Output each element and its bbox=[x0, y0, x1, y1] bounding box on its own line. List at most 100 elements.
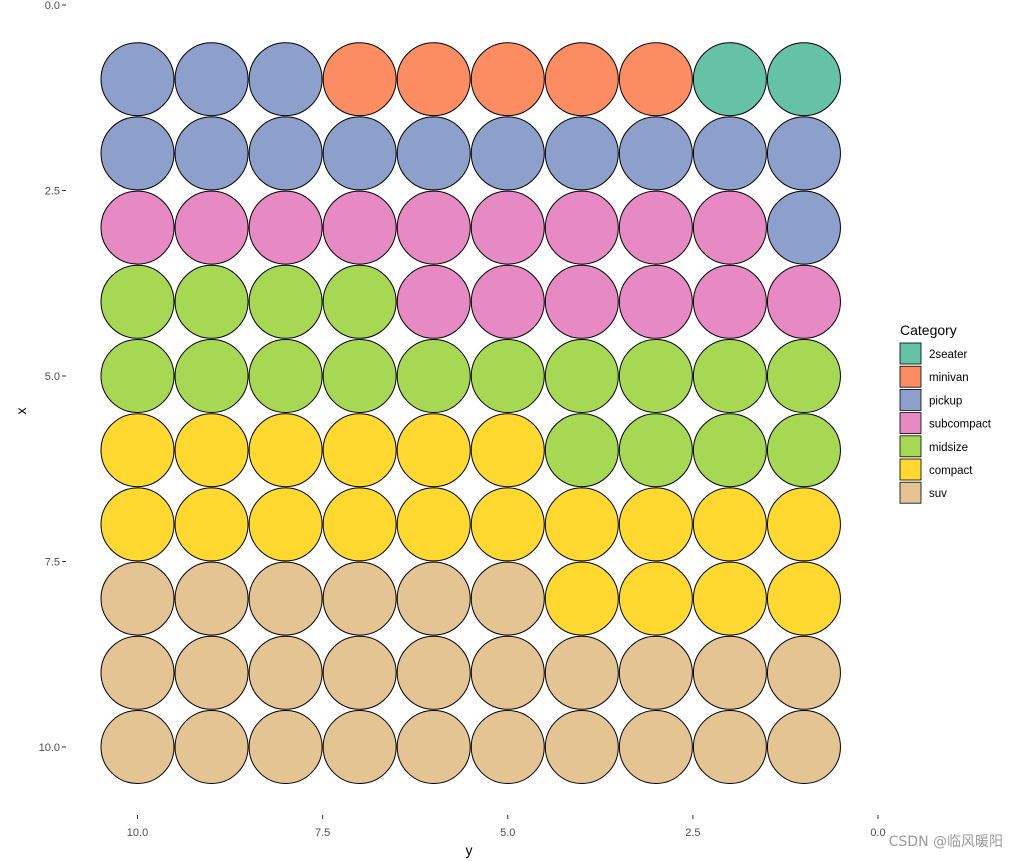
waffle-point-subcompact bbox=[100, 190, 175, 265]
waffle-point-pickup bbox=[766, 116, 841, 191]
waffle-point-subcompact bbox=[396, 190, 471, 265]
waffle-point-suv bbox=[692, 635, 767, 710]
y-tick-label: 10.0 bbox=[39, 742, 60, 754]
legend-swatch bbox=[899, 342, 922, 365]
waffle-point-compact bbox=[396, 487, 471, 562]
legend-label: pickup bbox=[929, 395, 962, 407]
waffle-point-suv bbox=[618, 635, 693, 710]
waffle-point-compact bbox=[248, 487, 323, 562]
x-tick-label: 10.0 bbox=[127, 827, 148, 839]
y-axis-title: x bbox=[13, 408, 29, 415]
waffle-point-midsize bbox=[322, 264, 397, 339]
waffle-point-suv bbox=[544, 635, 619, 710]
waffle-point-midsize bbox=[248, 339, 323, 413]
legend: Category 2seater minivan pickup subcompact m… bbox=[899, 322, 992, 504]
waffle-point-suv bbox=[174, 561, 249, 636]
waffle-point-compact bbox=[174, 487, 249, 562]
waffle-point-compact bbox=[766, 487, 841, 562]
x-tick-label: 0.0 bbox=[870, 827, 885, 839]
waffle-point-compact bbox=[322, 413, 397, 488]
waffle-point-midsize bbox=[100, 264, 175, 339]
waffle-point-compact bbox=[618, 487, 693, 562]
waffle-point-suv bbox=[766, 635, 841, 710]
waffle-point-pickup bbox=[470, 116, 545, 191]
waffle-point-subcompact bbox=[692, 190, 767, 265]
waffle-point-midsize bbox=[618, 413, 693, 488]
waffle-point-suv bbox=[396, 710, 471, 784]
waffle-point-suv bbox=[248, 635, 323, 710]
legend-label: minivan bbox=[929, 372, 969, 384]
waffle-point-subcompact bbox=[544, 190, 619, 265]
legend-label: midsize bbox=[929, 442, 968, 454]
waffle-point-minivan bbox=[618, 42, 693, 117]
legend-label: compact bbox=[929, 465, 973, 477]
waffle-point-suv bbox=[544, 710, 619, 784]
waffle-point-suv bbox=[174, 710, 249, 784]
x-axis: 10.0 7.5 5.0 2.5 0.0 bbox=[127, 815, 886, 839]
y-tick-label: 0.0 bbox=[45, 0, 60, 12]
waffle-point-compact bbox=[322, 487, 397, 562]
waffle-point-compact bbox=[692, 487, 767, 562]
waffle-point-midsize bbox=[618, 339, 693, 413]
legend-swatch bbox=[899, 481, 922, 504]
x-tick-label: 2.5 bbox=[685, 827, 700, 839]
legend-swatch bbox=[899, 435, 922, 458]
watermark: CSDN @临风暖阳 bbox=[888, 834, 1003, 850]
waffle-point-suv bbox=[322, 710, 397, 784]
waffle-point-subcompact bbox=[618, 190, 693, 265]
waffle-point-compact bbox=[396, 413, 471, 488]
waffle-point-compact bbox=[100, 413, 175, 488]
waffle-point-2seater bbox=[766, 42, 841, 117]
legend-label: subcompact bbox=[929, 419, 992, 431]
waffle-point-midsize bbox=[396, 339, 471, 413]
y-tick-label: 5.0 bbox=[45, 371, 60, 383]
waffle-point-compact bbox=[248, 413, 323, 488]
waffle-point-pickup bbox=[174, 116, 249, 191]
waffle-point-midsize bbox=[544, 339, 619, 413]
waffle-point-midsize bbox=[470, 339, 545, 413]
legend-item-midsize: midsize bbox=[899, 435, 968, 458]
waffle-point-midsize bbox=[100, 339, 175, 413]
legend-item-2seater: 2seater bbox=[899, 342, 968, 365]
waffle-point-compact bbox=[470, 487, 545, 562]
legend-title: Category bbox=[900, 322, 957, 338]
waffle-point-midsize bbox=[766, 339, 841, 413]
waffle-point-subcompact bbox=[322, 190, 397, 265]
waffle-point-pickup bbox=[692, 116, 767, 191]
waffle-point-midsize bbox=[692, 413, 767, 488]
y-axis: 0.0 2.5 5.0 7.5 10.0 bbox=[39, 0, 66, 754]
waffle-point-subcompact bbox=[248, 190, 323, 265]
waffle-point-subcompact bbox=[470, 190, 545, 265]
waffle-point-minivan bbox=[470, 42, 545, 117]
waffle-point-pickup bbox=[174, 42, 249, 117]
waffle-point-compact bbox=[692, 561, 767, 636]
waffle-point-suv bbox=[100, 635, 175, 710]
waffle-point-suv bbox=[470, 635, 545, 710]
waffle-point-suv bbox=[322, 561, 397, 636]
legend-item-suv: suv bbox=[899, 481, 947, 504]
waffle-point-minivan bbox=[396, 42, 471, 117]
waffle-point-pickup bbox=[100, 42, 175, 117]
waffle-point-pickup bbox=[544, 116, 619, 191]
waffle-point-compact bbox=[766, 561, 841, 636]
waffle-point-minivan bbox=[322, 42, 397, 117]
points-layer bbox=[100, 42, 841, 784]
legend-label: 2seater bbox=[929, 349, 968, 361]
waffle-point-suv bbox=[100, 561, 175, 636]
waffle-point-suv bbox=[618, 710, 693, 784]
y-tick-label: 2.5 bbox=[45, 186, 60, 198]
waffle-point-compact bbox=[544, 561, 619, 636]
waffle-point-suv bbox=[470, 561, 545, 636]
waffle-point-pickup bbox=[396, 116, 471, 191]
waffle-point-suv bbox=[470, 710, 545, 784]
legend-item-subcompact: subcompact bbox=[899, 412, 992, 435]
waffle-point-suv bbox=[766, 710, 841, 784]
waffle-point-pickup bbox=[248, 116, 323, 191]
waffle-point-subcompact bbox=[470, 264, 545, 339]
y-tick-label: 7.5 bbox=[45, 557, 60, 569]
waffle-point-midsize bbox=[322, 339, 397, 413]
waffle-point-subcompact bbox=[544, 264, 619, 339]
waffle-point-subcompact bbox=[396, 264, 471, 339]
waffle-point-suv bbox=[396, 635, 471, 710]
waffle-point-suv bbox=[100, 710, 175, 784]
